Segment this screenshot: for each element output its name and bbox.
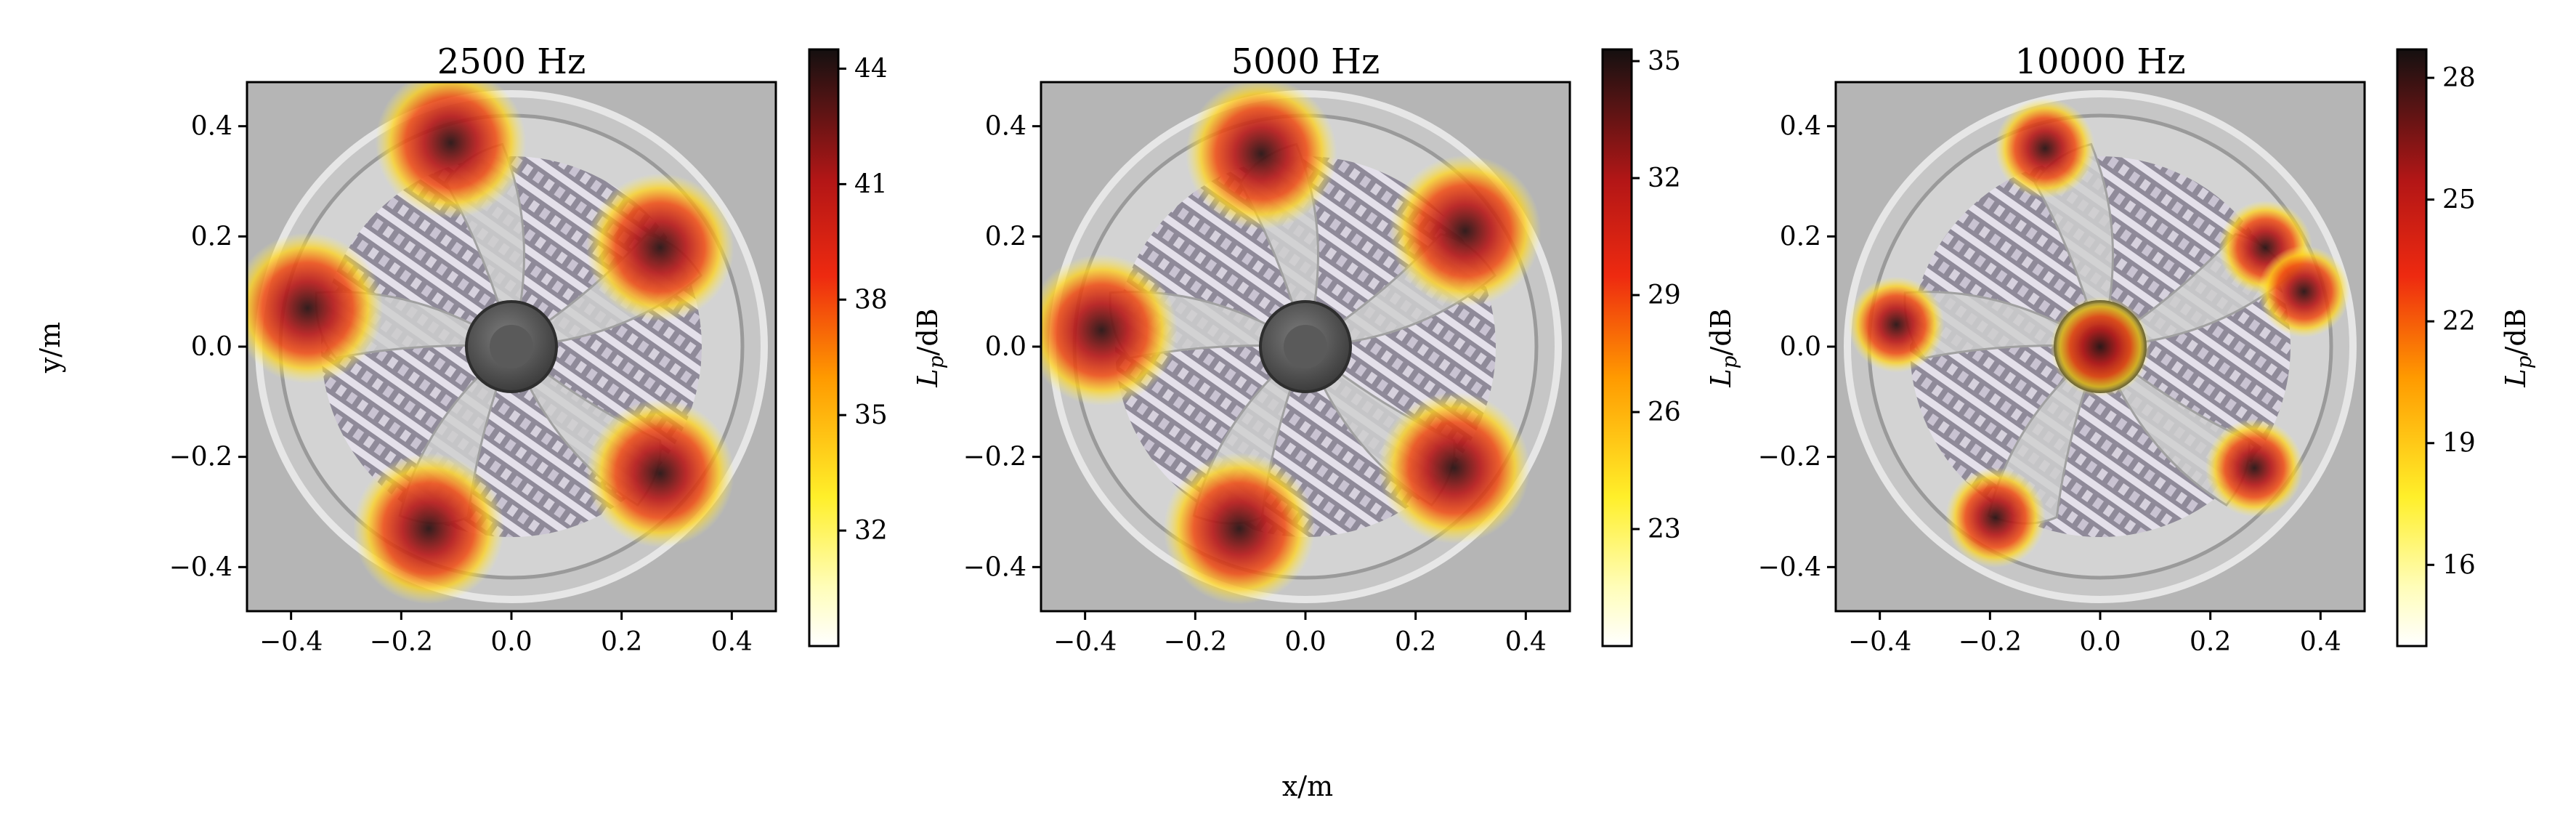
y-tick-label: 0.4	[191, 112, 232, 142]
y-tick-label: 0.0	[1780, 332, 1821, 362]
y-tick-label: 0.4	[1780, 112, 1821, 142]
x-tick-label: 0.0	[2079, 627, 2121, 657]
x-tick-label: 0.4	[711, 627, 753, 657]
colorbar-tick-label: 41	[854, 169, 888, 199]
colorbar	[1601, 48, 1633, 647]
x-tick-label: 0.2	[1395, 627, 1436, 657]
y-tick-label: −0.4	[1758, 552, 1821, 582]
hotspot	[1848, 276, 1945, 373]
y-tick-label: 0.2	[191, 222, 232, 251]
hotspot	[2258, 245, 2350, 338]
x-tick-label: −0.2	[1959, 627, 2022, 657]
y-tick-label: −0.2	[1758, 443, 1821, 472]
panel-title: 2500 Hz	[437, 41, 586, 82]
x-tick-label: 0.2	[601, 627, 642, 657]
colorbar	[2396, 48, 2428, 647]
colorbar-tick-label: 29	[1648, 281, 1681, 310]
y-tick-label: −0.4	[963, 552, 1026, 582]
panel-1: 2500 Hz −0.4 −0.2 0.0 0.2 0.4 −0.4 −0.2 0.0 0.2 0.…	[169, 41, 948, 657]
colorbar	[808, 48, 840, 647]
colorbar-label: Lp/dB	[2500, 308, 2536, 387]
y-tick-label: −0.2	[963, 443, 1026, 472]
colorbar-tick-label: 22	[2442, 307, 2476, 336]
hotspot	[586, 399, 734, 548]
hotspot	[1995, 98, 2096, 198]
hotspot	[375, 82, 527, 219]
x-tick-label: −0.2	[1164, 627, 1227, 657]
heatmap-layer-3	[1848, 98, 2350, 568]
y-tick-label: −0.2	[169, 443, 232, 472]
heatmap-layer-2	[1041, 82, 1542, 605]
colorbar-tick-label: 32	[854, 516, 888, 546]
hotspot	[2050, 296, 2150, 397]
y-tick-label: −0.4	[169, 552, 232, 582]
colorbar-tick-label: 44	[854, 54, 888, 84]
x-tick-label: −0.4	[1053, 627, 1117, 657]
y-tick-label: 0.2	[985, 222, 1026, 251]
x-tick-label: 0.0	[490, 627, 532, 657]
hotspot	[1163, 452, 1316, 605]
x-tick-label: −0.2	[370, 627, 433, 657]
colorbar-tick-label: 35	[1648, 47, 1681, 76]
y-tick-label: 0.2	[1780, 222, 1821, 251]
fan-hub-center	[1284, 325, 1327, 368]
hotspot	[353, 453, 505, 605]
hotspot	[247, 232, 384, 384]
hotspot	[1378, 392, 1531, 544]
x-tick-label: 0.2	[2190, 627, 2231, 657]
hotspot	[1185, 82, 1337, 230]
hotspot	[1389, 155, 1542, 307]
x-tick-label: 0.4	[1505, 627, 1547, 657]
colorbar-tick-label: 23	[1648, 515, 1681, 544]
panel-3: 10000 Hz −0.4 −0.2 0.0 0.2 0.4 −0.4 −0.2 0.0 0.2 0…	[1758, 41, 2536, 657]
panel-title: 10000 Hz	[2014, 41, 2185, 82]
x-tick-label: 0.0	[1284, 627, 1326, 657]
colorbar-label: Lp/dB	[912, 308, 948, 387]
x-tick-label: −0.4	[1848, 627, 1911, 657]
colorbar-tick-label: 38	[854, 285, 888, 315]
heatmap-layer-1	[247, 82, 734, 605]
colorbar-tick-label: 25	[2442, 185, 2476, 215]
figure-y-label: y/m	[34, 322, 66, 374]
hotspot	[1041, 254, 1178, 406]
panel-title: 5000 Hz	[1231, 41, 1380, 82]
colorbar-tick-label: 26	[1648, 398, 1681, 427]
colorbar-tick-label: 32	[1648, 164, 1681, 193]
colorbar-tick-label: 28	[2442, 63, 2476, 93]
y-tick-label: 0.0	[985, 332, 1026, 362]
colorbar-tick-label: 35	[854, 400, 888, 430]
y-tick-label: 0.0	[191, 332, 232, 362]
colorbar-label: Lp/dB	[1705, 308, 1741, 387]
hotspot	[2205, 419, 2304, 517]
x-tick-label: −0.4	[259, 627, 323, 657]
colorbar-tick-label: 19	[2442, 429, 2476, 459]
hotspot	[1945, 467, 2046, 568]
fan-hub-center	[490, 325, 533, 368]
panel-2: 5000 Hz −0.4 −0.2 0.0 0.2 0.4 −0.4 −0.2 0.0 0.2 0.…	[963, 41, 1741, 657]
y-tick-label: 0.4	[985, 112, 1026, 142]
figure-x-label: x/m	[1282, 770, 1333, 802]
x-tick-label: 0.4	[2300, 627, 2341, 657]
colorbar-tick-label: 16	[2442, 550, 2476, 580]
hotspot	[586, 173, 734, 322]
